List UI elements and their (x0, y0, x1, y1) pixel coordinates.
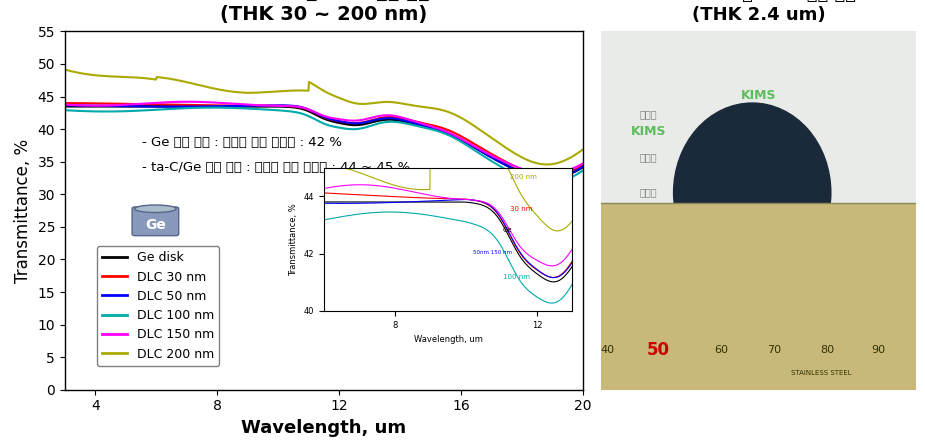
DLC 100 nm (269, 108, 280, 113)
DLC 150 nm (269, 103, 280, 108)
Ge disk (112, 103, 123, 109)
DLC 50 nm (463, 141, 475, 146)
DLC 200 nm (415, 104, 426, 109)
DLC 200 nm (59, 67, 70, 72)
DLC 50 nm (268, 103, 279, 108)
DLC 150 nm (542, 172, 553, 177)
Text: 70: 70 (767, 345, 782, 355)
Text: 60: 60 (714, 345, 728, 355)
Text: 연구소: 연구소 (639, 109, 658, 119)
DLC 100 nm (463, 144, 475, 150)
DLC 200 nm (541, 162, 552, 167)
Ge disk (288, 104, 299, 110)
DLC 30 nm (112, 101, 123, 106)
DLC 50 nm (415, 122, 426, 127)
Text: KIMS: KIMS (757, 286, 792, 300)
DLC 200 nm (288, 88, 299, 93)
DLC 100 nm (473, 150, 484, 155)
DLC 30 nm (577, 163, 588, 168)
FancyBboxPatch shape (507, 203, 925, 448)
DLC 200 nm (473, 126, 484, 131)
Ge disk (463, 141, 475, 146)
DLC 30 nm (268, 103, 279, 108)
Line: DLC 100 nm: DLC 100 nm (65, 108, 583, 184)
DLC 100 nm (541, 181, 552, 186)
Line: DLC 200 nm: DLC 200 nm (65, 69, 583, 164)
DLC 50 nm (112, 103, 123, 109)
DLC 30 nm (544, 173, 555, 179)
DLC 150 nm (415, 121, 426, 126)
Line: DLC 50 nm: DLC 50 nm (65, 105, 583, 179)
DLC 100 nm (207, 105, 218, 110)
Text: KIMS: KIMS (741, 89, 776, 103)
Ge disk (543, 176, 554, 181)
Text: KIMS: KIMS (757, 204, 792, 217)
Text: KIMS: KIMS (757, 125, 792, 138)
Ge disk (473, 146, 484, 152)
DLC 50 nm (542, 176, 553, 181)
Line: Ge disk: Ge disk (65, 106, 583, 179)
DLC 100 nm (288, 109, 299, 115)
Text: KIMS: KIMS (741, 247, 776, 260)
DLC 200 nm (463, 120, 475, 125)
Line: DLC 30 nm: DLC 30 nm (65, 103, 583, 176)
Text: - ta-C/Ge 렌즈 소재 : 적외선 평균 투과율 : 44 ~ 45 %: - ta-C/Ge 렌즈 소재 : 적외선 평균 투과율 : 44 ~ 45 % (142, 161, 411, 174)
DLC 150 nm (473, 146, 484, 151)
Title: Ge disk 상 ta-C 후막 적용
(THK 2.4 um): Ge disk 상 ta-C 후막 적용 (THK 2.4 um) (661, 0, 856, 24)
X-axis label: Wavelength, um: Wavelength, um (241, 419, 406, 437)
Text: 연구소: 연구소 (639, 231, 658, 241)
Ellipse shape (135, 205, 176, 212)
Line: DLC 150 nm: DLC 150 nm (65, 102, 583, 174)
DLC 100 nm (112, 109, 123, 114)
Y-axis label: Transmittance, %: Transmittance, % (14, 138, 31, 283)
Legend: Ge disk, DLC 30 nm, DLC 50 nm, DLC 100 nm, DLC 150 nm, DLC 200 nm: Ge disk, DLC 30 nm, DLC 50 nm, DLC 100 n… (97, 246, 219, 366)
Text: 40: 40 (600, 345, 614, 355)
DLC 150 nm (59, 102, 70, 108)
FancyBboxPatch shape (507, 0, 925, 448)
DLC 50 nm (577, 164, 588, 169)
Title: Ge disk 상 ta-C 박막 적용
(THK 30 ~ 200 nm): Ge disk 상 ta-C 박막 적용 (THK 30 ~ 200 nm) (218, 0, 429, 24)
DLC 30 nm (59, 100, 70, 106)
Ge disk (415, 123, 426, 128)
DLC 150 nm (288, 103, 299, 109)
DLC 30 nm (473, 143, 484, 149)
DLC 30 nm (415, 120, 426, 125)
DLC 150 nm (463, 141, 475, 146)
Text: 80: 80 (820, 345, 834, 355)
DLC 100 nm (577, 168, 588, 173)
Text: Ge: Ge (145, 218, 166, 232)
Ge disk (59, 103, 70, 109)
DLC 30 nm (463, 138, 475, 143)
Ge disk (577, 164, 588, 170)
Ge disk (268, 103, 279, 109)
DLC 100 nm (415, 124, 426, 129)
DLC 150 nm (112, 103, 123, 108)
DLC 100 nm (59, 108, 70, 113)
Text: STAINLESS STEEL: STAINLESS STEEL (791, 370, 852, 376)
DLC 150 nm (181, 99, 192, 104)
Text: KIMS: KIMS (741, 168, 776, 181)
DLC 150 nm (577, 161, 588, 166)
DLC 50 nm (59, 103, 70, 108)
DLC 50 nm (288, 103, 299, 108)
FancyBboxPatch shape (132, 207, 179, 236)
DLC 200 nm (268, 89, 279, 94)
DLC 30 nm (288, 103, 299, 109)
Text: 연구소: 연구소 (639, 152, 658, 162)
DLC 200 nm (577, 147, 588, 152)
Text: - Ge 렌즈 소재 : 적외선 평균 투과율 : 42 %: - Ge 렌즈 소재 : 적외선 평균 투과율 : 42 % (142, 136, 342, 149)
Circle shape (673, 103, 831, 282)
DLC 50 nm (473, 147, 484, 152)
Text: KIMS: KIMS (631, 204, 666, 217)
Text: KIMS: KIMS (631, 125, 666, 138)
DLC 200 nm (112, 74, 123, 79)
Text: 연구소: 연구소 (639, 188, 658, 198)
Text: 90: 90 (871, 345, 885, 355)
Text: 50: 50 (647, 341, 670, 359)
